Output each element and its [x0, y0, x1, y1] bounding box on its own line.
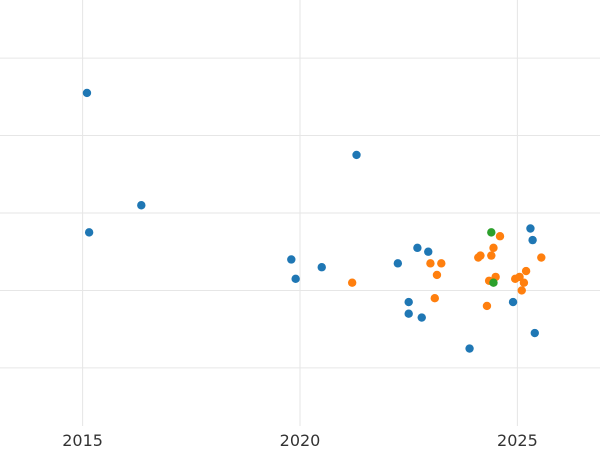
data-point-series0-13 [465, 344, 474, 353]
data-point-series1-1 [426, 259, 435, 268]
data-point-series1-12 [495, 232, 505, 241]
data-point-series0-15 [526, 224, 535, 233]
data-point-series0-14 [508, 297, 518, 307]
x-tick-label: 2015 [62, 431, 103, 450]
data-point-series0-11 [417, 313, 426, 322]
data-point-series1-10 [489, 243, 498, 253]
data-point-series0-12 [424, 247, 433, 256]
grid [0, 0, 600, 426]
data-point-series0-3 [287, 255, 296, 264]
data-point-series0-1 [84, 228, 94, 237]
data-point-series1-16 [519, 278, 529, 287]
data-point-series1-2 [430, 294, 439, 303]
data-point-series1-15 [517, 286, 526, 295]
data-point-series2-0 [487, 228, 496, 237]
data-point-series1-7 [482, 301, 492, 311]
data-point-series0-10 [413, 243, 422, 253]
data-point-series0-2 [137, 201, 146, 210]
x-tick-label: 2025 [497, 431, 538, 450]
data-point-series1-6 [476, 251, 485, 260]
data-point-series0-17 [530, 328, 539, 338]
data-point-series2-1 [489, 278, 498, 287]
data-point-series0-5 [317, 263, 326, 272]
data-point-series0-16 [528, 235, 537, 245]
x-tick-label: 2020 [280, 431, 321, 450]
data-point-series0-7 [393, 259, 403, 268]
data-point-series0-0 [82, 88, 92, 98]
data-point-series1-4 [437, 259, 446, 268]
data-point-series1-18 [537, 253, 546, 262]
data-point-series0-4 [291, 274, 300, 284]
data-point-series0-8 [404, 297, 413, 307]
x-axis-ticks: 2015 2020 2025 [62, 431, 538, 450]
data-point-series1-17 [521, 266, 531, 276]
data-point-series1-14 [515, 272, 524, 282]
data-point-series1-3 [432, 270, 442, 280]
data-point-series0-9 [404, 309, 413, 318]
data-point-series0-6 [352, 150, 361, 160]
data-point-series1-0 [347, 278, 357, 287]
data-point-series1-9 [487, 251, 496, 260]
data-points [82, 88, 546, 353]
